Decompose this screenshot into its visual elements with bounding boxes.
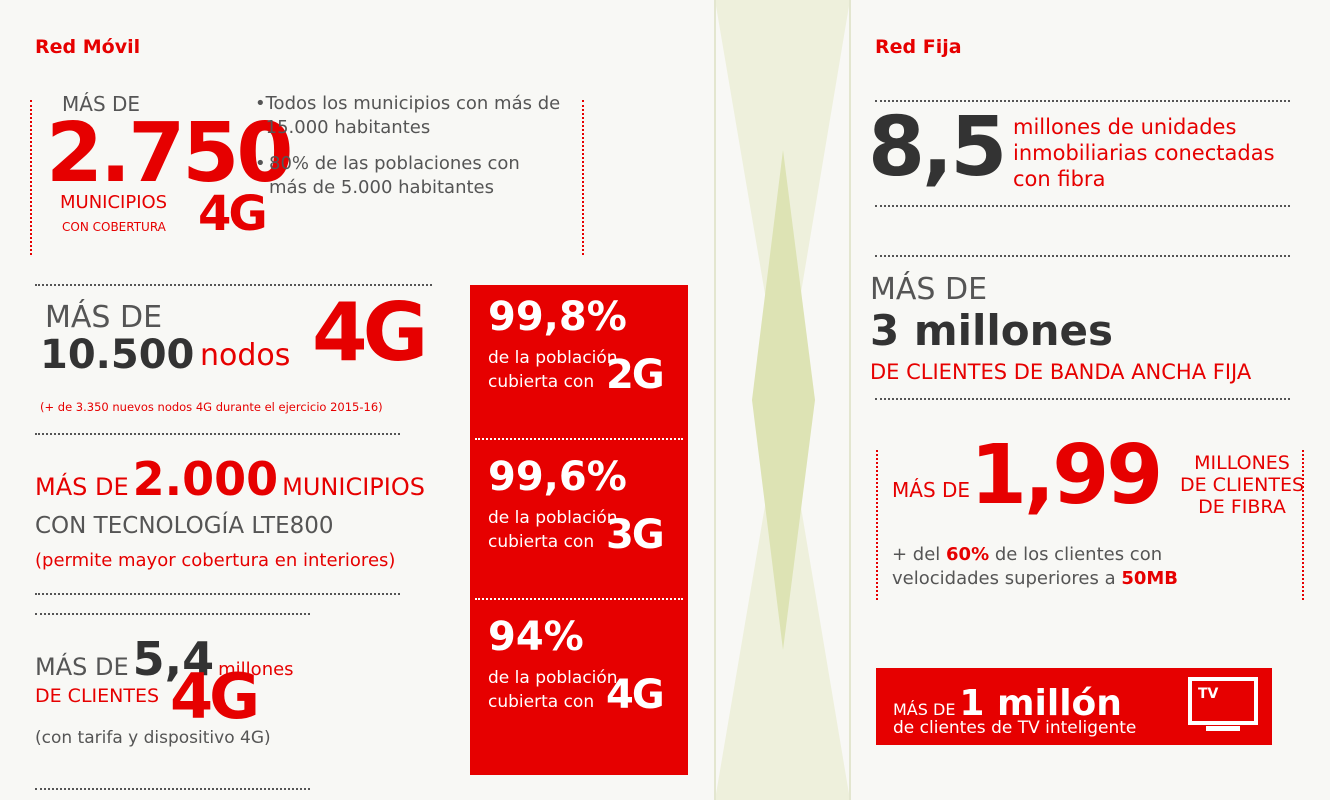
coverage-value: 99,6% [488,454,627,500]
tech-label: 4G [312,286,428,379]
divider [1302,450,1304,600]
divider [30,100,32,255]
section-title: Red Móvil [35,36,141,58]
divider [875,205,1290,207]
pre-label: MÁS DE [893,700,956,719]
coverage-text: de la población [488,508,618,528]
coverage-text: cubierta con [488,532,595,552]
bullet: • 80% de las poblaciones con más de 5.000… [255,152,565,200]
divider [35,593,400,595]
coverage-text: cubierta con [488,372,595,392]
label-line: millones de unidades [1013,115,1237,139]
section-title: Red Fija [875,36,962,58]
unit: nodos [200,338,291,373]
divider [875,255,1290,257]
coverage-value: 94% [488,614,584,660]
label: MILLONES DE CLIENTES DE FIBRA [1180,452,1304,518]
divider [582,100,584,255]
big-number: 2.750 [46,106,293,201]
pre-label: MÁS DE [892,478,971,502]
note-bold: 50MB [1121,568,1179,589]
coverage-text: cubierta con [488,692,595,712]
tech-label: 4G [170,660,260,733]
bullet: • Todos los municipios con más de 15.000 … [255,92,565,140]
unit: millones [218,659,294,680]
label: DE CLIENTES [35,685,160,707]
coverage-box [470,285,688,775]
label: MUNICIPIOS [60,192,168,213]
big-number: 1,99 [970,428,1163,523]
label: de clientes de TV inteligente [893,718,1137,738]
label: CON COBERTURA [62,220,166,234]
bullet-text: Todos los municipios con más de 15.000 h… [265,93,561,138]
label: millones de unidades inmobiliarias conec… [1013,114,1275,192]
tv-icon-label: TV [1198,686,1219,702]
bullet-text: 80% de las poblaciones con más de 5.000 … [269,153,520,198]
divider [475,438,683,440]
divider [35,433,400,435]
tech-label: 4G [606,672,665,718]
label-line: DE FIBRA [1198,496,1286,518]
pre-label: MÁS DE [62,92,141,116]
label: DE CLIENTES DE BANDA ANCHA FIJA [870,360,1252,384]
pre-label: MÁS DE [35,473,129,501]
big-number: 10.500 [40,332,195,378]
label: CON TECNOLOGÍA LTE800 [35,513,334,539]
divider [35,284,432,286]
note-text: + del [892,544,947,565]
label-line: con fibra [1013,167,1106,191]
divider [35,613,310,615]
label-line: DE CLIENTES [1180,474,1305,496]
tech-label: 4G [198,186,268,242]
center-diamond [752,150,815,650]
tech-label: 3G [606,512,665,558]
note: (con tarifa y dispositivo 4G) [35,728,271,748]
tv-line: MÁS DE 1 millón [893,683,1122,724]
divider [475,598,683,600]
pre-label: MÁS DE [45,300,163,335]
note: (permite mayor cobertura en interiores) [35,550,396,571]
divider [875,100,1290,102]
label-line: inmobiliarias conectadas [1013,141,1275,165]
tv-screen [1188,677,1258,725]
coverage-value: 99,8% [488,294,627,340]
clients-line: MÁS DE 5,4 millones [35,632,294,686]
note: + del 60% de los clientes con velocidade… [892,543,1222,591]
divider [875,398,1290,400]
note-text: de los clientes con velocidades superior… [892,544,1163,589]
note-bold: 60% [946,544,990,565]
note: (+ de 3.350 nuevos nodos 4G durante el e… [40,400,383,414]
divider [876,450,878,600]
tv-icon: TV [1188,677,1258,731]
big-number: 8,5 [868,100,1007,195]
big-number: 1 millón [959,683,1122,724]
big-number: 2.000 [132,452,279,506]
label-line: MILLONES [1194,452,1290,474]
bullet-list: • Todos los municipios con más de 15.000 … [255,92,565,200]
pre-label: MÁS DE [35,653,129,681]
tv-stand [1206,726,1240,731]
tech-label: 2G [606,352,665,398]
big-number: 3 millones [870,306,1114,355]
unit: MUNICIPIOS [282,473,425,501]
pre-label: MÁS DE [870,272,988,307]
divider [35,788,310,790]
coverage-text: de la población [488,348,618,368]
coverage-text: de la población [488,668,618,688]
lte-line: MÁS DE 2.000 MUNICIPIOS [35,452,425,506]
big-number: 5,4 [132,632,215,686]
